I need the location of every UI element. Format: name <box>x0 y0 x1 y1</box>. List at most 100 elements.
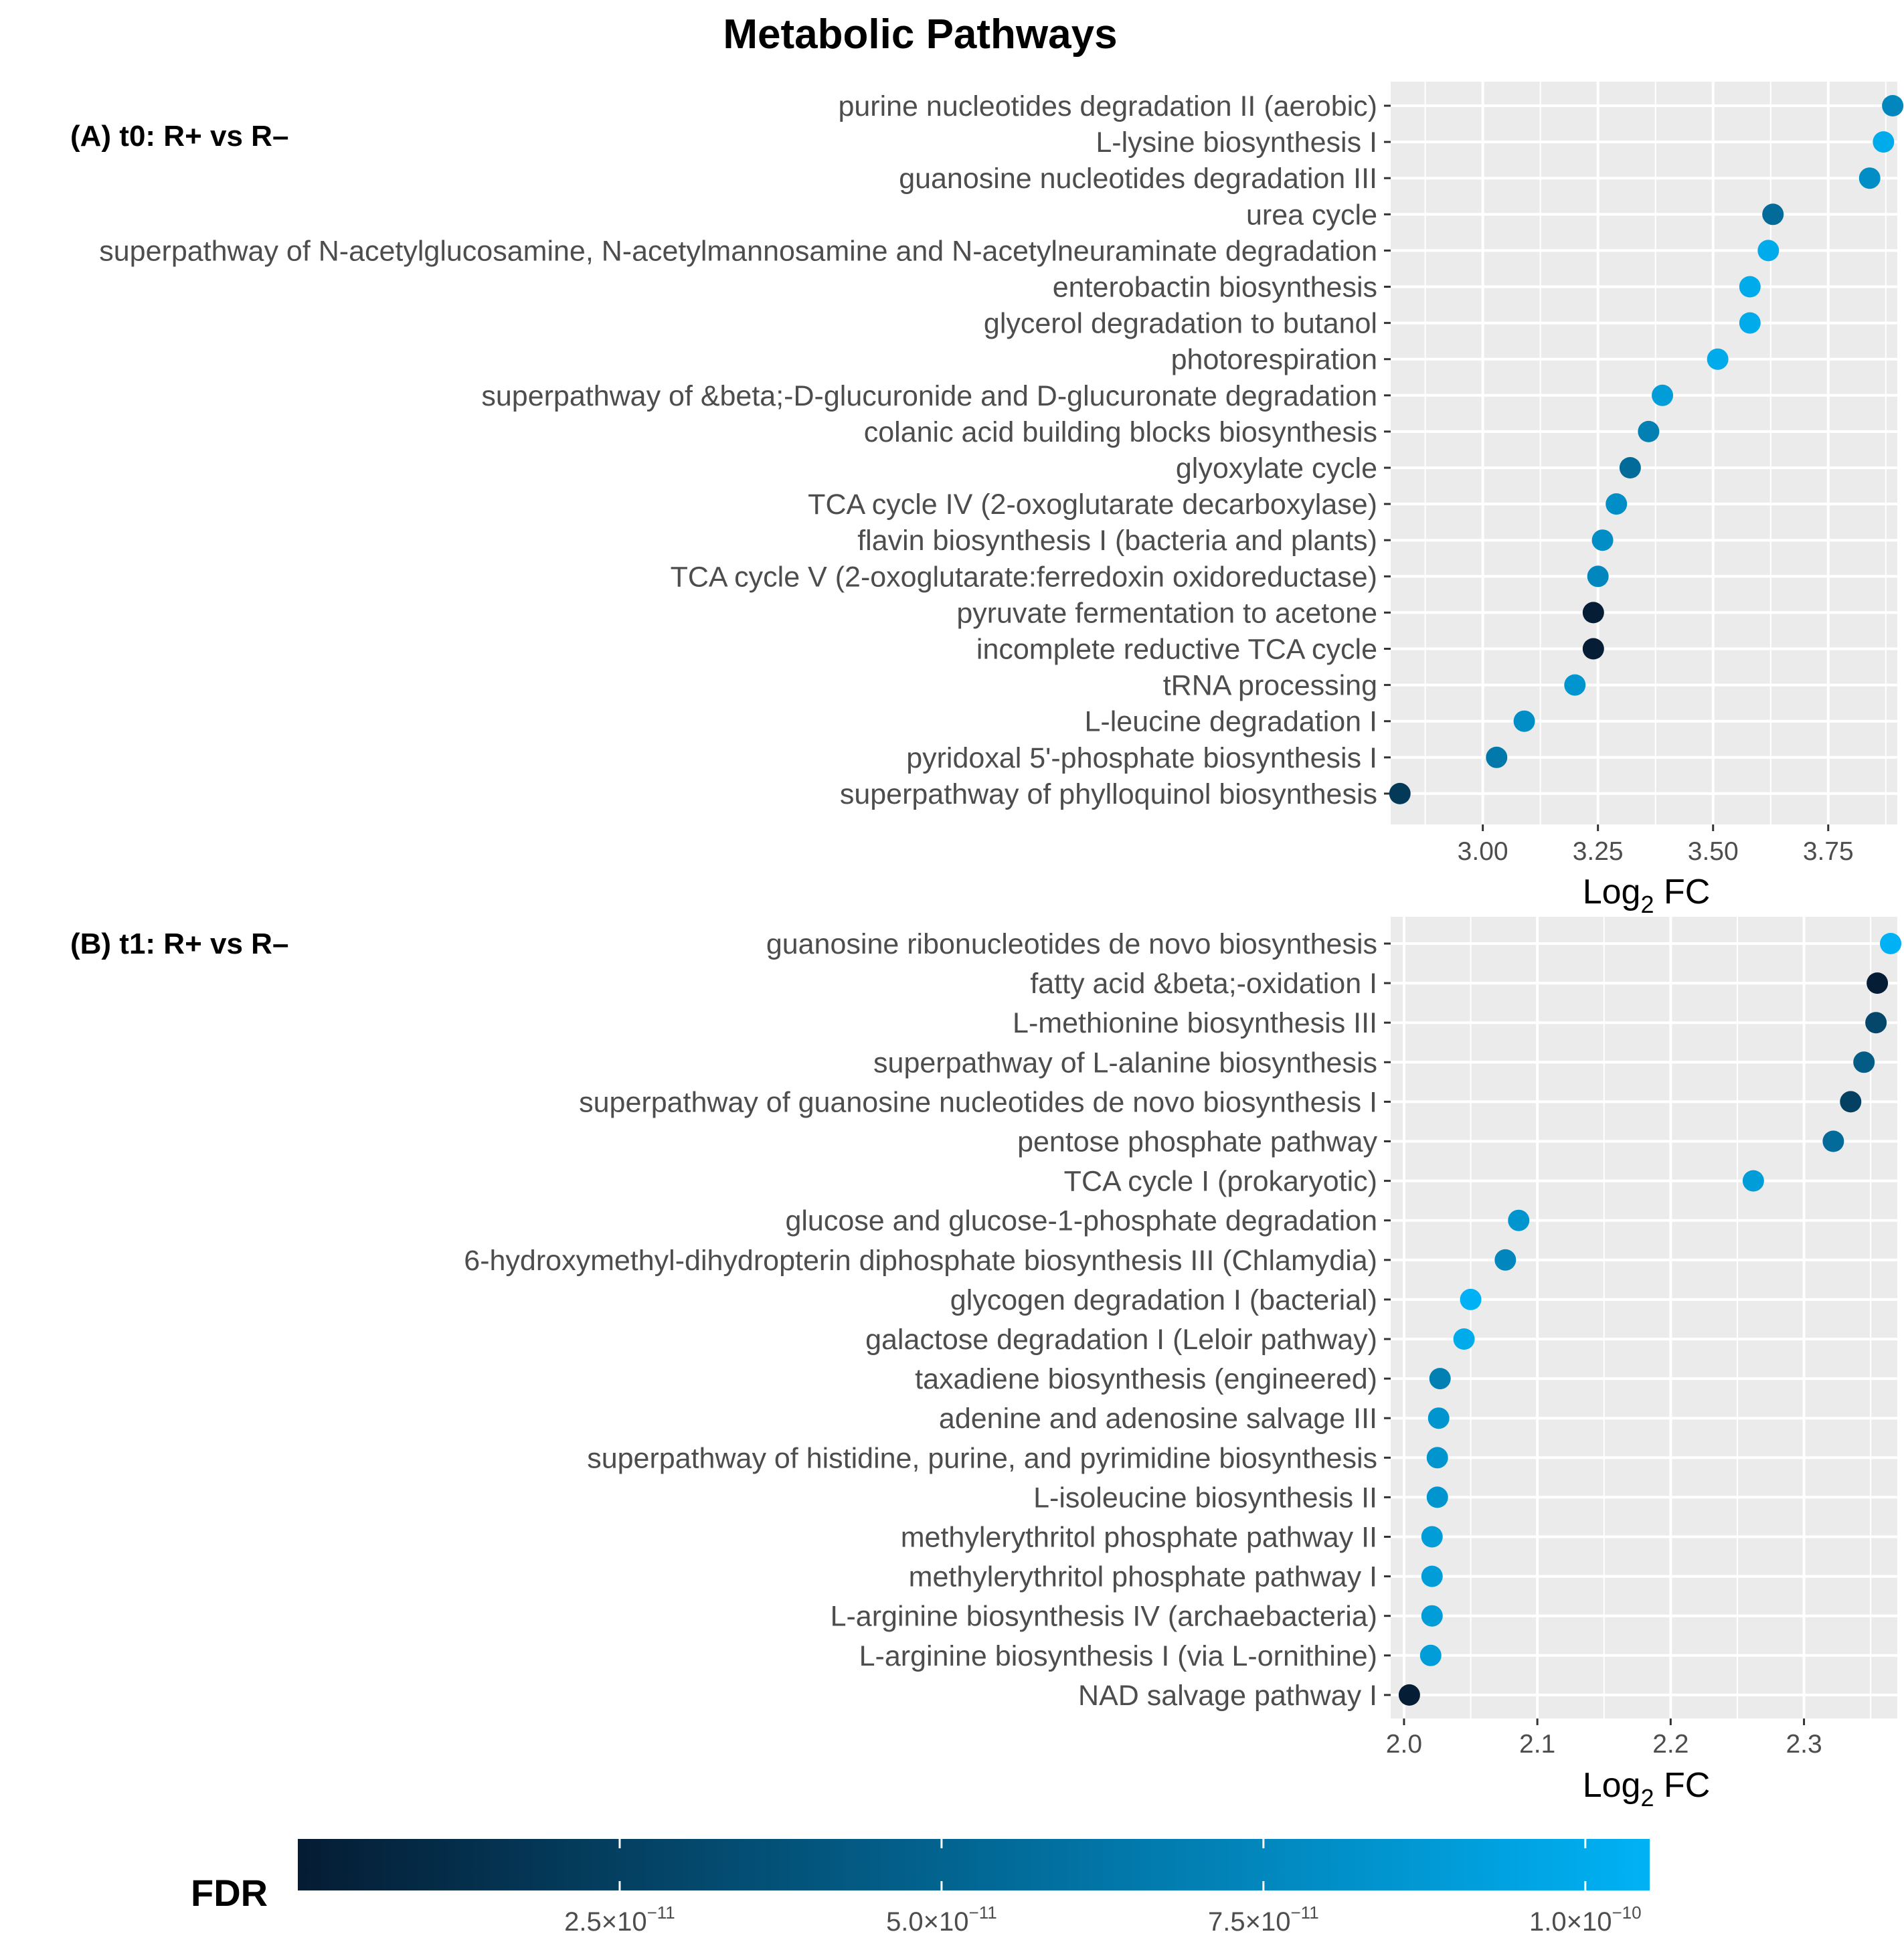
panel-a-data-point <box>1652 384 1674 406</box>
panel-b-pathway-label: methylerythritol phosphate pathway II <box>901 1522 1377 1554</box>
panel-b-data-point <box>1421 1526 1443 1548</box>
panel-b-data-point <box>1742 1170 1764 1192</box>
panel-a-data-point <box>1587 565 1609 588</box>
panel-a-data-point <box>1638 420 1660 442</box>
legend-tick-label: 2.5×10−11 <box>564 1903 675 1937</box>
panel-b-pathway-label: NAD salvage pathway I <box>1078 1680 1377 1712</box>
panel-a-pathway-label: superpathway of N-acetylglucosamine, N-a… <box>99 235 1377 267</box>
panel-a-pathway-label: tRNA processing <box>1163 670 1377 702</box>
panel-b-data-point <box>1426 1486 1448 1508</box>
panel-b-pathway-label: adenine and adenosine salvage III <box>939 1403 1377 1435</box>
panel-b-pathway-label: taxadiene biosynthesis (engineered) <box>915 1363 1377 1395</box>
panel-a-pathway-label: superpathway of phylloquinol biosynthesi… <box>840 778 1377 810</box>
legend-tick-label: 7.5×10−11 <box>1208 1903 1319 1937</box>
panel-b-pathway-label: guanosine ribonucleotides de novo biosyn… <box>766 928 1377 960</box>
panel-a-data-point <box>1606 493 1628 515</box>
panel-a-data-point <box>1564 674 1586 696</box>
panel-b-pathway-label: galactose degradation I (Leloir pathway) <box>865 1324 1377 1356</box>
panel-a-x-tick-label: 3.25 <box>1573 837 1624 866</box>
panel-a-pathway-label: TCA cycle IV (2-oxoglutarate decarboxyla… <box>808 489 1377 521</box>
panel-a-data-point <box>1582 602 1604 624</box>
panel-a-data-point <box>1873 131 1895 153</box>
panel-b-data-point <box>1419 1644 1442 1666</box>
legend-title: FDR <box>191 1872 268 1914</box>
panel-b-data-point <box>1453 1328 1475 1350</box>
panel-b-data-point <box>1429 1368 1451 1390</box>
legend-tick-label: 1.0×10−10 <box>1529 1903 1642 1937</box>
panel-b-pathway-label: L-methionine biosynthesis III <box>1013 1007 1377 1039</box>
panel-b-data-point <box>1508 1209 1530 1231</box>
panel-b-data-point <box>1853 1051 1875 1073</box>
panel-b-data-point <box>1880 933 1902 954</box>
panel-b-data-point <box>1460 1288 1482 1310</box>
panel-a-pathway-label: glyoxylate cycle <box>1176 452 1377 484</box>
panel-a-pathway-label: TCA cycle V (2-oxoglutarate:ferredoxin o… <box>671 561 1377 593</box>
panel-a-x-tick-label: 3.75 <box>1803 837 1854 866</box>
panel-a-pathway-label: incomplete reductive TCA cycle <box>976 634 1377 666</box>
panel-b-data-point <box>1421 1565 1443 1587</box>
panel-a-data-point <box>1389 782 1411 804</box>
panel-a-background <box>1391 82 1897 824</box>
panel-b-pathway-label: superpathway of histidine, purine, and p… <box>587 1442 1377 1474</box>
panel-a-x-axis-title: Log2 FC <box>1583 873 1711 918</box>
panel-b-pathway-label: fatty acid &beta;-oxidation I <box>1030 968 1377 1000</box>
panel-a-pathway-label: pyruvate fermentation to acetone <box>956 597 1377 629</box>
legend-tick-label: 5.0×10−11 <box>886 1903 997 1937</box>
panel-b-data-point <box>1426 1447 1448 1469</box>
panel-a-pathway-label: pyridoxal 5'-phosphate biosynthesis I <box>906 742 1377 774</box>
panel-b-pathway-label: glucose and glucose-1-phosphate degradat… <box>785 1205 1377 1237</box>
panel-b-pathway-label: glycogen degradation I (bacterial) <box>950 1284 1377 1316</box>
panel-b-data-point <box>1840 1091 1862 1113</box>
panel-b-x-tick-label: 2.2 <box>1652 1730 1689 1759</box>
panel-a-pathway-label: photorespiration <box>1171 344 1377 376</box>
panel-b-data-point <box>1494 1249 1517 1271</box>
panel-a-x-tick-label: 3.50 <box>1688 837 1739 866</box>
panel-a-pathway-label: guanosine nucleotides degradation III <box>899 163 1377 195</box>
fdr-colorbar <box>298 1839 1650 1890</box>
panel-a-pathway-label: L-lysine biosynthesis I <box>1096 126 1377 159</box>
panel-a-pathway-label: L-leucine degradation I <box>1085 706 1377 738</box>
panel-b-pathway-label: L-arginine biosynthesis I (via L-ornithi… <box>859 1640 1377 1672</box>
panel-a-pathway-label: flavin biosynthesis I (bacteria and plan… <box>857 525 1377 557</box>
panel-b-data-point <box>1865 1012 1887 1034</box>
panel-a-data-point <box>1858 167 1881 189</box>
panel-b-data-point <box>1822 1130 1844 1152</box>
panel-b-data-point <box>1867 972 1889 994</box>
panel-b-pathway-label: pentose phosphate pathway <box>1017 1126 1377 1158</box>
panel-a-pathway-label: superpathway of &beta;-D-glucuronide and… <box>481 380 1377 412</box>
panel-a-pathway-label: colanic acid building blocks biosynthesi… <box>864 416 1377 448</box>
panel-b-data-point <box>1421 1605 1443 1627</box>
panel-b-pathway-label: L-arginine biosynthesis IV (archaebacter… <box>831 1601 1377 1633</box>
panel-b-pathway-label: methylerythritol phosphate pathway I <box>909 1561 1377 1593</box>
panel-a-data-point <box>1486 746 1508 768</box>
panel-a-data-point <box>1882 95 1904 116</box>
panel-a-pathway-label: urea cycle <box>1246 199 1377 231</box>
panel-b-data-point <box>1427 1407 1450 1429</box>
panel-b-pathway-label: superpathway of guanosine nucleotides de… <box>579 1086 1377 1118</box>
panel-a-pathway-label: glycerol degradation to butanol <box>984 308 1377 340</box>
panel-b-background <box>1391 917 1897 1718</box>
panel-a-x-tick-label: 3.00 <box>1458 837 1508 866</box>
chart-title: Metabolic Pathways <box>723 11 1117 58</box>
panel-b-x-tick-label: 2.1 <box>1519 1730 1555 1759</box>
panel-a-data-point <box>1582 638 1604 660</box>
panel-a-data-point <box>1591 529 1614 551</box>
panel-a-data-point <box>1739 312 1761 334</box>
panel-b-pathway-label: L-isoleucine biosynthesis II <box>1033 1482 1377 1514</box>
panel-b-data-point <box>1398 1684 1420 1706</box>
panel-a-data-point <box>1619 457 1641 478</box>
panel-a-data-point <box>1513 710 1535 732</box>
panel-b-label: (B) t1: R+ vs R– <box>70 927 288 960</box>
panel-b-pathway-label: superpathway of L-alanine biosynthesis <box>873 1047 1377 1079</box>
panel-b-pathway-label: 6-hydroxymethyl-dihydropterin diphosphat… <box>464 1245 1377 1277</box>
panel-a-pathway-label: purine nucleotides degradation II (aerob… <box>838 90 1377 122</box>
panel-b-x-axis-title: Log2 FC <box>1583 1766 1711 1812</box>
panel-a-pathway-label: enterobactin biosynthesis <box>1053 272 1377 304</box>
panel-a: (A) t0: R+ vs R– 3.00 3.25 3.50 3.75 purine … <box>70 82 1904 918</box>
panel-a-data-point <box>1757 240 1780 262</box>
fdr-legend: FDR 2.5×10−11 5.0×10−11 7.5×10−11 1.0×10−10 <box>191 1839 1650 1937</box>
panel-a-label: (A) t0: R+ vs R– <box>70 120 288 153</box>
panel-a-data-point <box>1739 276 1761 298</box>
panel-b-pathway-label: TCA cycle I (prokaryotic) <box>1064 1166 1377 1198</box>
